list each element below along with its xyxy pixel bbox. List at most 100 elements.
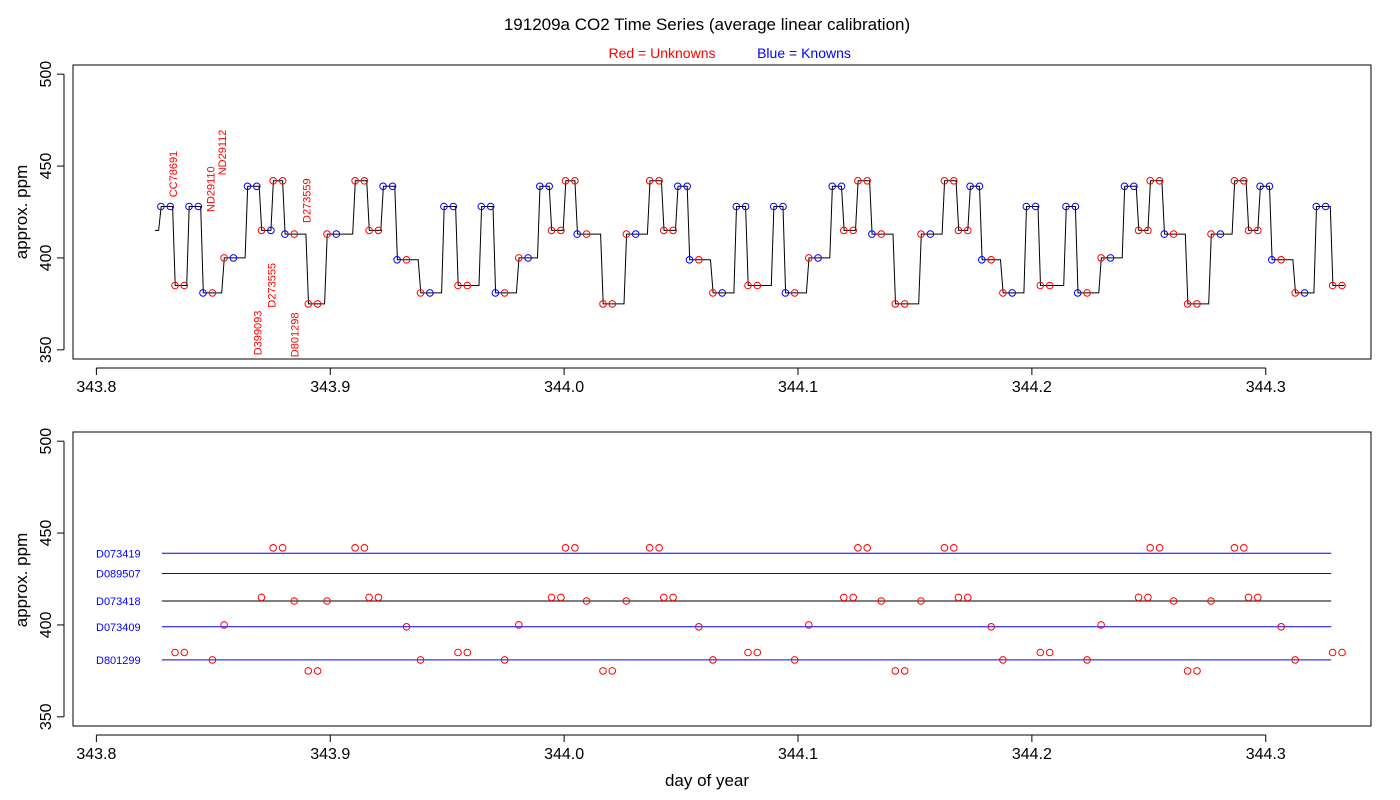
known-point [1073,289,1082,297]
y-tick-label: 400 [38,611,55,638]
x-tick-label: 344.0 [544,746,584,763]
x-tick-label: 344.0 [544,379,584,396]
unknown-point [571,177,579,185]
unknown-point [954,226,963,235]
unknown-point [1338,281,1346,290]
known-point [252,182,261,191]
legend-knowns: Blue = Knowns [757,45,851,61]
known-point [718,289,727,297]
unknown-point [622,230,631,238]
bottom-plot-frame [72,431,1372,727]
known-point [281,230,289,238]
unknown-point [863,544,872,552]
unknown-point [660,593,668,602]
x-tick-label: 344.1 [778,746,818,763]
unknown-point [1291,289,1299,297]
known-point [837,182,846,191]
known-point [388,182,397,191]
unknown-point [645,544,654,552]
known-point [926,230,935,238]
unknown-point [1097,254,1105,262]
known-point [975,182,984,191]
unknown-point [561,177,570,185]
known-point [426,289,434,297]
unknown-point [360,177,369,185]
known-point [1130,182,1138,191]
known-point [683,182,692,191]
y-tick-label: 350 [38,703,55,730]
unknown-point [1254,226,1262,235]
unknown-point [416,289,425,297]
unknown-point [964,226,972,235]
unknown-point [877,230,886,238]
tank-id-annotation: D801298 [290,313,302,358]
known-point [814,254,822,262]
tank-id-annotation: ND29112 [217,130,229,176]
known-point [1312,202,1321,211]
unknown-point [805,254,813,262]
unknown-point [940,177,949,185]
unknown-point [891,667,900,675]
unknown-point [323,597,331,605]
unknown-point [500,656,509,664]
unknown-point [1036,281,1045,290]
unknown-point [463,648,472,657]
unknown-point [1328,648,1337,657]
known-point [243,182,252,191]
known-point [674,182,682,191]
unknown-point [900,300,909,308]
reference-line-label: D089507 [96,569,141,581]
unknown-point [180,648,189,657]
unknown-point [454,648,462,657]
unknown-point [365,226,373,235]
bottom-points [171,544,1346,675]
unknown-point [171,648,179,657]
unknown-point [655,544,663,552]
unknown-point [208,656,217,664]
y-tick-label: 400 [38,244,55,271]
unknown-point [1277,256,1285,264]
known-point [477,202,486,211]
bottom-reference-lines: D073419 D089507 D073418 D073409 D801299 [96,548,1332,667]
unknown-point [582,230,591,238]
tank-id-annotation: D273555 [266,263,278,308]
unknown-point [1183,300,1192,308]
unknown-point [655,177,663,185]
unknown-point [622,597,631,605]
known-point [379,182,387,191]
known-point [185,202,193,211]
unknown-point [877,597,886,605]
unknown-point [1083,656,1091,664]
known-point [166,202,175,211]
unknown-point [557,226,565,235]
tank-id-annotation: D399093 [252,311,264,356]
reference-line-label: D801299 [96,655,141,667]
x-tick-label: 344.3 [1246,746,1286,763]
unknown-point [374,226,383,235]
unknown-point [744,281,752,290]
unknown-point [1244,226,1253,235]
unknown-point [891,300,900,308]
x-tick-label: 344.3 [1246,379,1286,396]
known-point [1321,202,1330,211]
known-point [1062,202,1070,211]
x-tick-label: 343.8 [76,379,116,396]
unknown-point [571,544,579,552]
tank-id-annotation: CC78691 [168,151,180,197]
top-y-axis-label: approx. ppm [12,165,31,260]
unknown-point [1193,667,1201,675]
x-tick-label: 343.8 [76,746,116,763]
known-point [545,182,554,191]
unknown-point [351,177,359,185]
known-point [1160,230,1169,238]
unknown-point [220,254,228,262]
unknown-point [695,256,703,264]
unknown-point [1155,544,1164,552]
reference-line-label: D073418 [96,596,141,608]
unknown-point [1207,230,1215,238]
known-point [1300,289,1309,297]
known-point [966,182,974,191]
unknown-point [454,281,462,290]
